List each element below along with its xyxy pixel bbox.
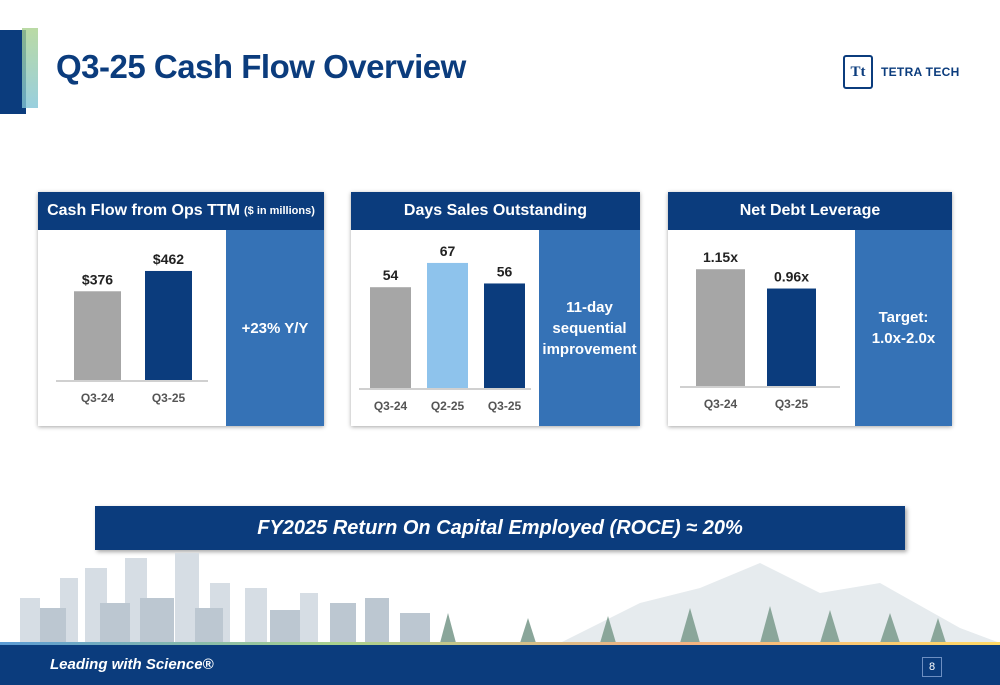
bar-q3-25 [145, 270, 192, 380]
panel-title: Net Debt Leverage [739, 202, 881, 219]
footer-bar [0, 645, 1000, 685]
bar-q3-24 [74, 291, 121, 380]
cash-flow-chart-svg: $376 Q3-24 $462 Q3-25 [56, 251, 208, 405]
bar-q3-24 [370, 287, 411, 388]
footer-color-strip [0, 642, 1000, 646]
dso-callout: 11-day sequential improvement [539, 230, 640, 426]
data-label: 54 [383, 267, 399, 283]
data-label: $462 [153, 251, 184, 267]
accent-stripe [22, 28, 38, 108]
page-number: 8 [922, 657, 942, 677]
panel-header: Net Debt Leverage [668, 192, 952, 230]
cash-flow-chart: $376 Q3-24 $462 Q3-25 [38, 230, 226, 426]
panel-subtitle: ($ in millions) [243, 205, 315, 217]
cash-flow-panel: Cash Flow from Ops TTM ($ in millions) $… [38, 192, 324, 426]
dso-panel: Days Sales Outstanding 54 Q3-24 67 Q2-25 56 Q… [351, 192, 640, 426]
category-label: Q3-24 [374, 399, 408, 413]
category-label: Q3-25 [152, 391, 186, 405]
panel-title: Cash Flow from Ops TTM [47, 202, 240, 219]
dso-chart: 54 Q3-24 67 Q2-25 56 Q3-25 [351, 230, 539, 426]
panel-title: Days Sales Outstanding [403, 202, 588, 219]
data-label: 56 [497, 263, 513, 279]
data-label: 1.15x [703, 249, 738, 265]
footer-tagline: Leading with Science® [50, 656, 214, 673]
bar-q3-24 [696, 269, 745, 386]
target-callout: Target: 1.0x-2.0x [855, 230, 952, 426]
category-label: Q3-24 [81, 391, 115, 405]
bar-q3-25 [484, 283, 525, 388]
panel-header: Cash Flow from Ops TTM ($ in millions) [38, 192, 324, 230]
data-label: 0.96x [774, 269, 809, 285]
foreground-buildings [40, 598, 430, 643]
net-debt-panel: Net Debt Leverage 1.15x Q3-24 0.96x Q3-25 T… [668, 192, 952, 426]
panel-header: Days Sales Outstanding [351, 192, 640, 230]
trees [440, 606, 946, 643]
company-logo: Tt TETRA TECH [843, 55, 960, 89]
city-landscape-illustration [0, 553, 1000, 648]
category-label: Q3-24 [704, 397, 738, 411]
net-debt-chart-svg: 1.15x Q3-24 0.96x Q3-25 [680, 249, 840, 411]
data-label: $376 [82, 271, 113, 287]
logo-text: TETRA TECH [881, 65, 960, 79]
category-label: Q3-25 [775, 397, 809, 411]
dso-chart-svg: 54 Q3-24 67 Q2-25 56 Q3-25 [359, 243, 531, 413]
yoy-callout: +23% Y/Y [226, 230, 324, 426]
category-label: Q3-25 [488, 399, 522, 413]
roce-banner: FY2025 Return On Capital Employed (ROCE)… [95, 506, 905, 550]
page-title: Q3-25 Cash Flow Overview [56, 48, 466, 85]
category-label: Q2-25 [431, 399, 465, 413]
bar-q3-25 [767, 288, 816, 386]
logo-mark-icon: Tt [843, 55, 873, 89]
accent-bar [0, 30, 26, 114]
net-debt-chart: 1.15x Q3-24 0.96x Q3-25 [668, 230, 855, 426]
data-label: 67 [440, 243, 456, 259]
bar-q2-25 [427, 262, 468, 388]
